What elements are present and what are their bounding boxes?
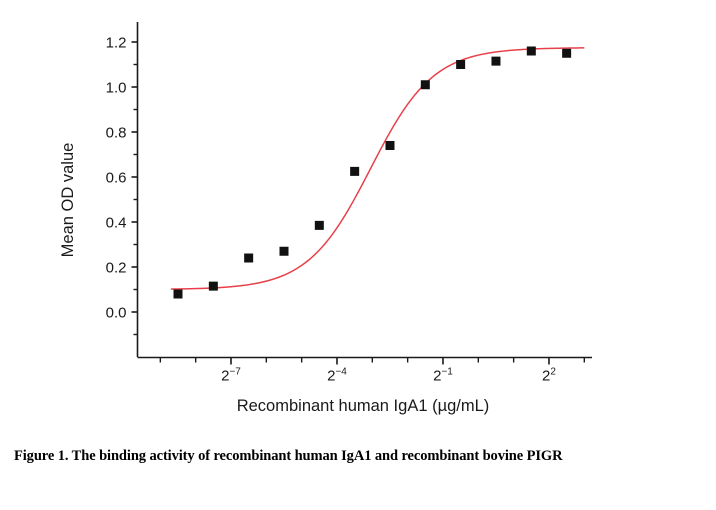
caption-bar: Figure 1. The binding activity of recomb… [0, 440, 716, 510]
data-point-marker [279, 246, 289, 256]
x-tick-label: 22 [542, 367, 556, 385]
data-point-marker [244, 253, 254, 263]
data-point-marker [491, 56, 501, 66]
data-point-marker [562, 48, 572, 58]
y-axis-minor-ticks [133, 63, 138, 336]
x-axis-title: Recombinant human IgA1 (µg/mL) [237, 397, 490, 415]
y-tick-label: 0.8 [106, 125, 127, 142]
data-point-marker [173, 289, 183, 299]
y-tick-label: 1.0 [106, 80, 127, 97]
data-point-marker [526, 46, 536, 56]
sigmoid-fit-curve [170, 47, 585, 290]
x-tick-label: 2−4 [327, 367, 347, 385]
y-tick-label: 0.2 [106, 260, 127, 277]
y-tick-label: 0.0 [106, 305, 127, 322]
chart-plot-area: 0.0 0.2 0.4 0.6 0.8 1.0 1.2 2−7 2−4 2−1 22 Mean O… [59, 22, 592, 415]
x-axis-tick-labels: 2−7 2−4 2−1 22 [221, 367, 556, 385]
y-axis-major-ticks [131, 41, 138, 313]
x-tick-label: 2−7 [221, 367, 241, 385]
data-point-marker [350, 166, 360, 176]
data-point-marker [420, 80, 430, 90]
x-axis-major-ticks [230, 357, 550, 365]
y-tick-label: 1.2 [106, 35, 127, 52]
x-axis-minor-ticks [159, 357, 585, 363]
y-tick-label: 0.4 [106, 215, 127, 232]
data-point-marker [314, 220, 324, 230]
data-point-marker [385, 141, 395, 150]
data-point-marker [208, 281, 218, 291]
scatter-chart: 0.0 0.2 0.4 0.6 0.8 1.0 1.2 2−7 2−4 2−1 22 Mean O… [59, 22, 592, 415]
chart-axes [131, 22, 592, 365]
data-point-marker [456, 60, 466, 69]
y-tick-label: 0.6 [106, 170, 127, 187]
x-tick-label: 2−1 [433, 367, 453, 385]
figure-caption: Figure 1. The binding activity of recomb… [14, 448, 563, 464]
data-point-markers [173, 46, 572, 299]
y-axis-tick-labels: 0.0 0.2 0.4 0.6 0.8 1.0 1.2 [106, 35, 127, 322]
y-axis-title: Mean OD value [59, 143, 77, 258]
